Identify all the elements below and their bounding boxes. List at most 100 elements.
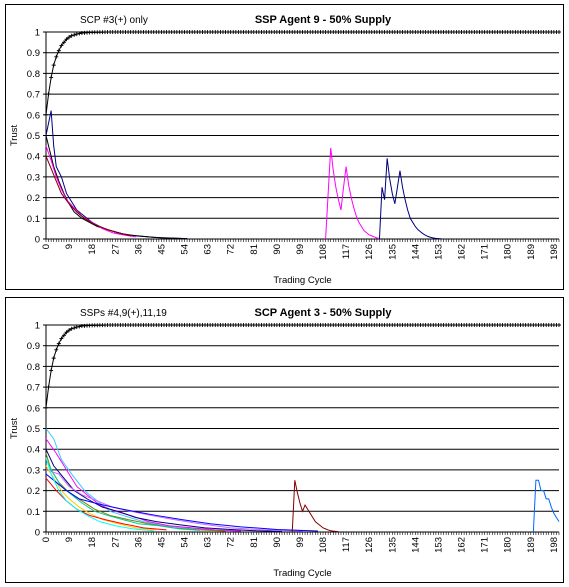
chart-scp-agent-3: SCP Agent 3 - 50% Supply SSPs #4,9(+),11,… xyxy=(9,307,561,579)
series-5 xyxy=(325,147,380,240)
x-tick-label: 153 xyxy=(433,244,444,260)
x-tick-label: 0 xyxy=(41,537,52,542)
x-tick-label: 63 xyxy=(203,537,214,548)
chart-title: SSP Agent 9 - 50% Supply xyxy=(255,14,392,26)
x-tick-label: 81 xyxy=(249,244,260,255)
y-tick-label: 0.2 xyxy=(27,193,40,204)
x-tick-label: 81 xyxy=(249,537,260,548)
y-tick-label: 0.7 xyxy=(27,383,40,394)
y-tick-label: 0.1 xyxy=(27,507,40,518)
y-tick-label: 0.5 xyxy=(27,424,40,435)
x-axis-label: Trading Cycle xyxy=(273,568,331,579)
y-tick-label: 0.3 xyxy=(27,172,40,183)
x-tick-label: 108 xyxy=(318,537,329,553)
x-tick-label: 9 xyxy=(64,537,75,542)
chart-panel-scp-agent-3: SCP Agent 3 - 50% Supply SSPs #4,9(+),11,… xyxy=(5,297,564,583)
series-marker xyxy=(72,325,77,330)
x-tick-label: 180 xyxy=(503,537,514,553)
series-6-line xyxy=(45,469,303,532)
series-marker xyxy=(72,32,77,37)
x-tick-label: 108 xyxy=(318,244,329,260)
y-tick-label: 0 xyxy=(35,528,40,539)
series-marker xyxy=(56,341,61,346)
y-tick-label: 0 xyxy=(35,235,40,246)
y-axis-label: Trust xyxy=(9,418,20,440)
series-marker xyxy=(67,328,72,333)
x-tick-label: 189 xyxy=(526,244,537,260)
chart-panel-ssp-agent-9: SSP Agent 9 - 50% Supply SCP #3(+) only 0 0… xyxy=(5,4,564,290)
series-marker xyxy=(56,48,61,53)
x-tick-label: 36 xyxy=(133,244,144,255)
series-8-line xyxy=(45,473,318,532)
x-tick-label: 126 xyxy=(364,537,375,553)
x-tick-label: 162 xyxy=(457,244,468,260)
series-marker xyxy=(46,385,51,390)
series-4 xyxy=(45,156,131,237)
x-tick-label: 27 xyxy=(110,244,121,255)
y-tick-label: 0.7 xyxy=(27,90,40,101)
x-tick-label: 117 xyxy=(341,537,352,552)
series-7 xyxy=(45,465,157,531)
x-axis-label: Trading Cycle xyxy=(273,275,331,286)
y-tick-label: 1 xyxy=(35,321,40,332)
series-3 xyxy=(45,145,136,238)
series-marker xyxy=(49,75,54,80)
x-tick-label: 180 xyxy=(503,244,514,260)
x-tick-label: 171 xyxy=(480,537,491,553)
chart-annotation: SCP #3(+) only xyxy=(80,15,148,26)
series-marker xyxy=(51,356,56,361)
x-tick-label: 63 xyxy=(203,244,214,255)
series-marker xyxy=(61,40,66,45)
series-5 xyxy=(45,459,200,531)
series-10 xyxy=(45,457,154,532)
y-tick-label: 0.4 xyxy=(27,445,40,456)
x-tick-label: 90 xyxy=(272,537,283,548)
series-marker xyxy=(557,30,561,34)
series-marker xyxy=(74,32,79,37)
y-tick-label: 1 xyxy=(35,28,40,39)
series-2 xyxy=(45,438,241,532)
x-tick-label: 18 xyxy=(87,244,98,255)
x-tick-label: 27 xyxy=(110,537,121,548)
x-tick-label: 36 xyxy=(133,537,144,548)
series-2-line xyxy=(45,135,188,240)
x-tick-label: 162 xyxy=(457,537,468,553)
y-tick-label: 0.8 xyxy=(27,362,40,373)
series-marker xyxy=(59,336,64,341)
series-marker xyxy=(54,54,59,59)
series-marker xyxy=(44,112,48,117)
series-11 xyxy=(291,480,339,533)
series-9 xyxy=(45,477,167,531)
series-9-line xyxy=(45,477,167,531)
x-tick-label: 126 xyxy=(364,244,375,260)
y-tick-label: 0.3 xyxy=(27,465,40,476)
series-marker xyxy=(59,43,64,48)
series-1 xyxy=(45,110,188,240)
x-tick-label: 189 xyxy=(526,537,537,553)
series-11-line xyxy=(291,480,339,533)
series-1 xyxy=(45,428,239,532)
series-marker xyxy=(67,35,72,40)
series-0 xyxy=(44,30,561,117)
x-tick-label: 99 xyxy=(295,244,306,255)
x-tick-label: 54 xyxy=(180,244,191,255)
series-marker xyxy=(49,368,54,373)
x-tick-label: 9 xyxy=(64,244,75,249)
series-marker xyxy=(69,326,74,331)
chart-annotation: SSPs #4,9(+),11,19 xyxy=(80,308,167,319)
x-tick-label: 0 xyxy=(41,244,52,249)
x-tick-label: 135 xyxy=(387,537,398,553)
y-tick-label: 0.9 xyxy=(27,48,40,59)
series-marker xyxy=(557,323,561,327)
x-tick-label: 18 xyxy=(87,537,98,548)
x-tick-label: 117 xyxy=(341,244,352,259)
y-tick-label: 0.5 xyxy=(27,131,40,142)
x-tick-label: 153 xyxy=(433,537,444,553)
series-1-line xyxy=(45,110,188,240)
series-marker xyxy=(61,333,66,338)
x-tick-label: 144 xyxy=(410,244,421,260)
y-tick-label: 0.4 xyxy=(27,152,40,163)
x-tick-label: 135 xyxy=(387,244,398,260)
y-tick-label: 0.1 xyxy=(27,214,40,225)
